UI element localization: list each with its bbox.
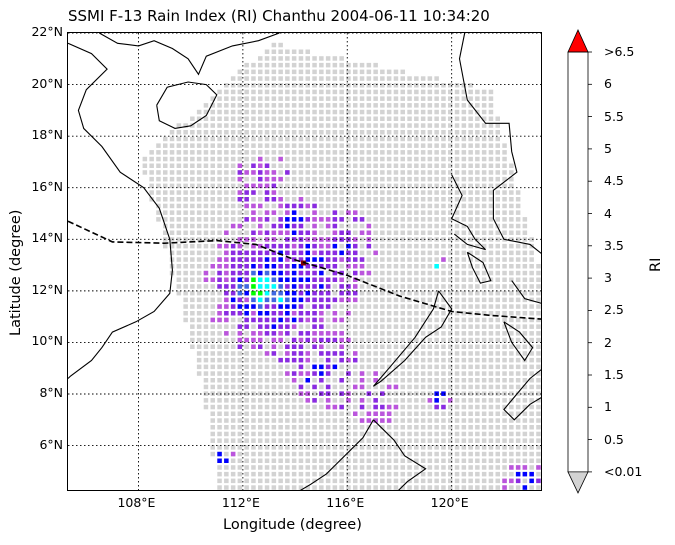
longitude-tick-label: 120°E xyxy=(430,495,469,510)
latitude-tick-label: 16°N xyxy=(31,178,63,194)
map-title: SSMI F-13 Rain Index (RI) Chanthu 2004-0… xyxy=(68,7,490,25)
latitude-tick-label: 8°N xyxy=(39,385,63,400)
colorbar-tick-label: 5.5 xyxy=(604,108,624,124)
map-panel xyxy=(67,32,542,491)
rain-pixels xyxy=(203,156,541,490)
latitude-tick-label: 18°N xyxy=(31,127,63,143)
latitude-tick-label: 20°N xyxy=(31,75,63,91)
coastlines xyxy=(68,33,541,490)
colorbar-tick-label: 2 xyxy=(604,334,612,350)
latitude-tick-label: 14°N xyxy=(31,230,63,246)
y-axis-label: Latitude (degree) xyxy=(8,209,24,336)
colorbar-tick-label: 2.5 xyxy=(604,302,624,318)
storm-track xyxy=(68,220,541,320)
latitude-tick-label: 10°N xyxy=(31,333,63,349)
colorbar xyxy=(567,29,592,494)
rain-index-map xyxy=(68,33,541,490)
swath-pixels xyxy=(142,42,541,490)
longitude-tick-label: 116°E xyxy=(326,495,365,510)
colorbar-tick-label: >6.5 xyxy=(604,44,635,59)
colorbar-tick-label: 1 xyxy=(604,399,612,415)
graticule xyxy=(68,33,541,490)
colorbar-tick-label: 3 xyxy=(604,270,612,286)
colorbar-label: RI xyxy=(648,257,664,272)
colorbar-tick-label: 4 xyxy=(604,205,612,221)
latitude-tick-label: 12°N xyxy=(31,281,63,297)
longitude-tick-label: 112°E xyxy=(221,495,260,510)
colorbar-tick-label: 0.5 xyxy=(604,431,624,447)
colorbar-tick-label: 4.5 xyxy=(604,173,624,189)
latitude-tick-label: 6°N xyxy=(39,436,63,452)
colorbar-tick-label: <0.01 xyxy=(604,463,643,479)
longitude-tick-label: 108°E xyxy=(117,495,156,510)
x-axis-label: Longitude (degree) xyxy=(223,517,362,533)
colorbar-tick-label: 1.5 xyxy=(604,367,624,382)
latitude-tick-label: 22°N xyxy=(31,24,63,39)
colorbar-tick-label: 5 xyxy=(604,140,612,156)
colorbar-tick-label: 3.5 xyxy=(604,237,624,253)
colorbar-tick-label: 6 xyxy=(604,76,612,92)
